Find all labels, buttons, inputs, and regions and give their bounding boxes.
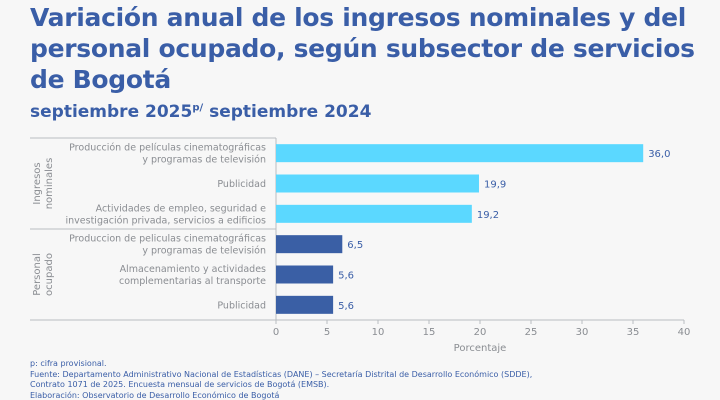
group-label: Ingresosnominales (32, 158, 55, 210)
bar (276, 144, 644, 163)
bar (276, 174, 479, 193)
x-tick-label: 0 (273, 327, 279, 338)
chart-subtitle: septiembre 2025p/ septiembre 2024 (30, 102, 371, 122)
bar (276, 295, 334, 314)
x-tick-label: 25 (525, 327, 538, 338)
x-axis-label: Porcentaje (454, 343, 507, 354)
data-label: 19,9 (484, 180, 506, 191)
bar (276, 235, 343, 254)
data-label: 36,0 (648, 149, 670, 160)
x-tick-label: 10 (372, 327, 385, 338)
category-label: Publicidad (217, 179, 266, 190)
category-label: y programas de televisión (142, 246, 266, 257)
note: Contrato 1071 de 2025. Encuesta mensual … (30, 380, 330, 389)
subtitle-main: septiembre 2025 (30, 102, 193, 122)
x-tick-label: 40 (678, 327, 691, 338)
x-tick-label: 15 (423, 327, 436, 338)
chart-title: Variación anual de los ingresos nominale… (30, 3, 695, 94)
data-label: 19,2 (477, 210, 499, 221)
bar (276, 204, 472, 223)
note: Fuente: Departamento Administrativo Naci… (30, 369, 533, 379)
data-label: 5,6 (338, 271, 354, 282)
category-label: Almacenamiento y actividades (120, 264, 266, 275)
bar (276, 265, 334, 284)
note: Elaboración: Observatorio de Desarrollo … (30, 390, 280, 400)
x-tick-label: 20 (474, 327, 487, 338)
x-tick-label: 30 (576, 327, 589, 338)
group-label: Personalocupado (32, 253, 55, 296)
x-tick-label: 35 (627, 327, 640, 338)
category-label: y programas de televisión (142, 155, 266, 166)
category-label: Publicidad (217, 300, 266, 311)
note: p: cifra provisional. (30, 359, 107, 368)
footnotes: p: cifra provisional. Fuente: Departamen… (30, 359, 532, 400)
category-label: Produccion de peliculas cinematográficas (69, 234, 266, 245)
x-tick-label: 5 (324, 327, 330, 338)
category-label: Actividades de empleo, seguridad e (96, 203, 267, 214)
subtitle-rest: septiembre 2024 (203, 102, 372, 122)
category-label: Producción de películas cinematográficas (69, 143, 266, 154)
data-label: 5,6 (338, 301, 354, 312)
category-label: complementarias al transporte (119, 276, 266, 287)
category-label: investigación privada, servicios a edifi… (66, 215, 267, 226)
data-label: 6,5 (347, 240, 363, 251)
subtitle-sup: p/ (192, 102, 204, 114)
